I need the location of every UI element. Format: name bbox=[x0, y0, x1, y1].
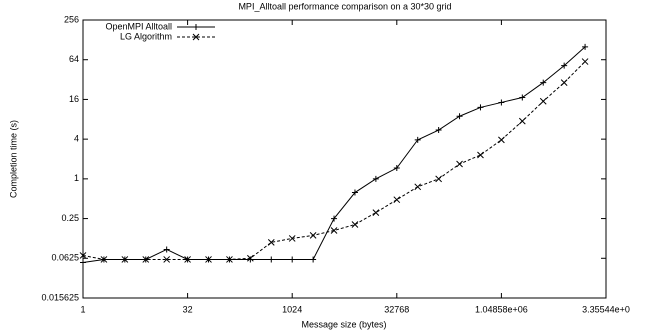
y-tick-label: 0.25 bbox=[61, 213, 79, 223]
data-point bbox=[435, 127, 442, 134]
data-point bbox=[226, 256, 233, 263]
y-tick-label: 0.0625 bbox=[51, 253, 79, 263]
data-point bbox=[330, 227, 338, 234]
data-point bbox=[247, 254, 254, 262]
legend-label: LG Algorithm bbox=[120, 31, 172, 41]
data-point bbox=[331, 215, 338, 222]
data-point bbox=[519, 94, 526, 101]
data-point bbox=[309, 232, 317, 239]
data-point bbox=[372, 175, 379, 182]
data-point bbox=[477, 151, 484, 159]
data-point bbox=[414, 136, 421, 143]
data-point bbox=[393, 196, 401, 204]
legend-label: OpenMPI Alltoall bbox=[105, 21, 172, 31]
data-point bbox=[540, 79, 547, 86]
data-point bbox=[582, 43, 589, 50]
data-point bbox=[393, 165, 400, 172]
x-tick-label: 3.35544e+0 bbox=[582, 304, 630, 314]
data-point bbox=[498, 136, 505, 144]
data-point bbox=[560, 79, 568, 86]
data-point bbox=[414, 183, 422, 191]
x-tick-label: 32768 bbox=[384, 304, 409, 314]
data-point bbox=[247, 256, 254, 263]
x-tick-label: 1.04858e+06 bbox=[475, 304, 528, 314]
y-tick-label: 64 bbox=[69, 54, 79, 64]
data-point bbox=[163, 256, 171, 263]
data-point bbox=[193, 24, 199, 30]
data-point bbox=[288, 235, 296, 242]
data-point bbox=[456, 113, 463, 120]
y-tick-label: 256 bbox=[64, 14, 79, 24]
data-point bbox=[456, 160, 463, 168]
data-point bbox=[121, 256, 129, 263]
data-point bbox=[435, 175, 442, 183]
y-tick-label: 0.015625 bbox=[41, 292, 79, 302]
data-point bbox=[372, 209, 380, 216]
data-point bbox=[518, 117, 526, 125]
data-point bbox=[100, 256, 108, 263]
data-point bbox=[477, 104, 484, 111]
data-point bbox=[498, 99, 505, 106]
x-tick-label: 32 bbox=[183, 304, 193, 314]
x-axis-label: Message size (bytes) bbox=[301, 319, 386, 329]
data-point bbox=[192, 33, 200, 41]
data-point bbox=[581, 58, 589, 65]
y-axis-label: Completion time (s) bbox=[8, 120, 18, 198]
data-point bbox=[163, 246, 170, 253]
data-point bbox=[184, 256, 191, 263]
x-tick-label: 1024 bbox=[282, 304, 302, 314]
chart-title: MPI_Alltoall performance comparison on a… bbox=[238, 1, 451, 11]
data-point bbox=[79, 252, 87, 259]
data-point bbox=[267, 238, 275, 246]
data-point bbox=[142, 256, 150, 263]
y-tick-label: 4 bbox=[74, 134, 79, 144]
data-point bbox=[80, 259, 86, 266]
data-point bbox=[310, 256, 317, 263]
plot-frame bbox=[82, 19, 607, 299]
data-point bbox=[561, 62, 568, 69]
data-point bbox=[289, 256, 296, 263]
data-point bbox=[539, 97, 547, 105]
data-point bbox=[268, 256, 275, 263]
y-tick-label: 16 bbox=[69, 94, 79, 104]
data-point bbox=[351, 221, 359, 228]
data-point bbox=[351, 189, 358, 196]
data-point bbox=[205, 256, 212, 263]
x-tick-label: 1 bbox=[80, 304, 85, 314]
y-tick-label: 1 bbox=[74, 173, 79, 183]
